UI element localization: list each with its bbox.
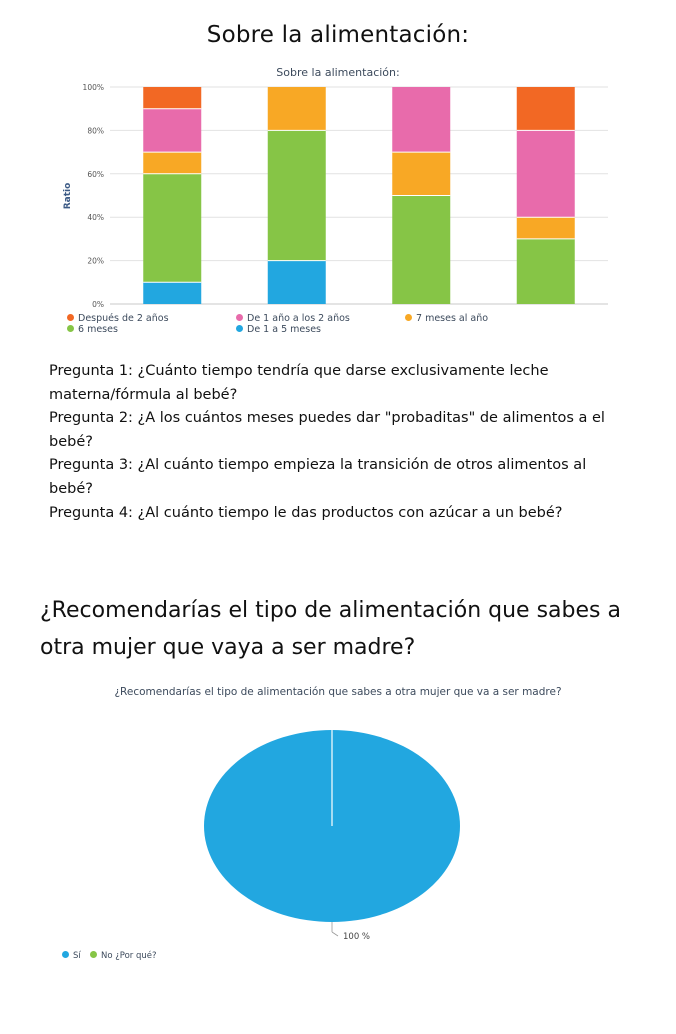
legend-item-6-meses: 6 meses	[67, 324, 118, 335]
legend-swatch	[67, 325, 74, 332]
pie-legend-item-no-por-que: No ¿Por qué?	[90, 951, 157, 961]
bar-de-1-ano-a-los-2-anos-1	[143, 108, 202, 153]
legend-label: 6 meses	[78, 324, 118, 335]
stacked-bar-chart: 0% 20% 40% 60% 80% 100% Ratio	[63, 83, 608, 309]
y-tick-label: 20%	[87, 257, 104, 266]
pie-legend-item-si: Sí	[62, 951, 81, 961]
section-heading-feeding: Sobre la alimentación:	[206, 22, 470, 48]
pie-chart: 100 %	[204, 730, 460, 942]
bar-de-1-a-5-meses-2	[267, 260, 326, 304]
question-2: Pregunta 2: ¿A los cuántos meses puedes …	[49, 410, 605, 450]
legend-item-de-1-a-5-meses: De 1 a 5 meses	[236, 324, 321, 335]
legend-label: 7 meses al año	[416, 313, 489, 324]
bar-6-meses-4	[516, 238, 575, 304]
legend-label: De 1 a 5 meses	[247, 324, 321, 335]
bar-6-meses-2	[267, 130, 326, 261]
question-4: Pregunta 4: ¿Al cuánto tiempo le das pro…	[49, 504, 563, 521]
question-1: Pregunta 1: ¿Cuánto tiempo tendría que d…	[49, 363, 549, 403]
pie-chart-title: ¿Recomendarías el tipo de alimentación q…	[114, 686, 562, 698]
y-tick-label: 0%	[92, 300, 104, 309]
bar-7-meses-al-ano-4	[516, 217, 575, 239]
legend-item-despues-de-2-anos: Después de 2 años	[67, 313, 169, 324]
bar-de-1-ano-a-los-2-anos-3	[392, 87, 451, 153]
y-tick-label: 100%	[83, 83, 104, 92]
legend-label: Después de 2 años	[78, 313, 169, 324]
section-heading-recommend: ¿Recomendarías el tipo de alimentación q…	[40, 598, 621, 660]
bar-6-meses-3	[392, 195, 451, 304]
bar-despues-de-2-anos-1	[143, 87, 202, 109]
legend-swatch	[236, 314, 243, 321]
y-tick-label: 40%	[87, 213, 104, 222]
bar-6-meses-1	[143, 173, 202, 283]
legend-label: Sí	[73, 951, 81, 961]
legend-swatch	[90, 951, 97, 958]
y-tick-label: 80%	[87, 126, 104, 135]
legend-swatch	[67, 314, 74, 321]
bar-de-1-a-5-meses-1	[143, 282, 202, 304]
legend-swatch	[62, 951, 69, 958]
bar-despues-de-2-anos-4	[516, 87, 575, 131]
bar-7-meses-al-ano-1	[143, 152, 202, 174]
legend-item-de-1-ano-a-los-2-anos: De 1 año a los 2 años	[236, 313, 350, 324]
legend-label: No ¿Por qué?	[101, 951, 157, 961]
questions-list: Pregunta 1: ¿Cuánto tiempo tendría que d…	[49, 360, 609, 525]
pie-data-label: 100 %	[343, 932, 370, 942]
legend-swatch	[236, 325, 243, 332]
legend-item-7-meses-al-ano: 7 meses al año	[405, 313, 488, 324]
legend-swatch	[405, 314, 412, 321]
y-axis-label: Ratio	[63, 183, 73, 210]
question-3: Pregunta 3: ¿Al cuánto tiempo empieza la…	[49, 457, 587, 497]
legend-label: De 1 año a los 2 años	[247, 313, 350, 324]
pie-label-leader-tail	[331, 931, 339, 937]
y-tick-label: 60%	[87, 170, 104, 179]
bar-7-meses-al-ano-3	[392, 152, 451, 196]
bar-chart-title: Sobre la alimentación:	[276, 66, 400, 79]
bar-7-meses-al-ano-2	[267, 87, 326, 131]
bar-de-1-ano-a-los-2-anos-4	[516, 130, 575, 218]
